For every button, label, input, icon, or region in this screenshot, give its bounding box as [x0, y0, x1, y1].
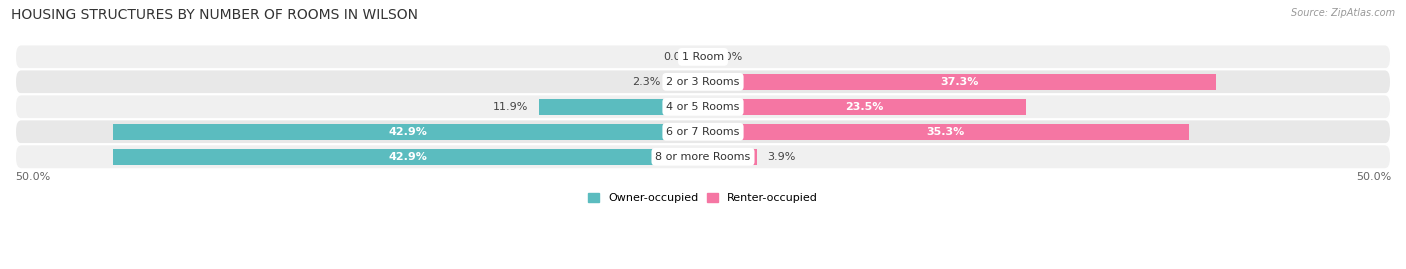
Text: 50.0%: 50.0%	[15, 172, 51, 182]
Bar	[703, 99, 1026, 115]
Text: Source: ZipAtlas.com: Source: ZipAtlas.com	[1291, 8, 1395, 18]
Text: 42.9%: 42.9%	[388, 152, 427, 162]
Bar	[703, 149, 756, 165]
Text: 1 Room: 1 Room	[682, 52, 724, 62]
Bar	[112, 124, 703, 140]
FancyBboxPatch shape	[15, 119, 1391, 144]
Bar	[112, 149, 703, 165]
FancyBboxPatch shape	[15, 94, 1391, 119]
Bar	[671, 74, 703, 90]
Text: 2 or 3 Rooms: 2 or 3 Rooms	[666, 77, 740, 87]
Text: 23.5%: 23.5%	[845, 102, 884, 112]
Legend: Owner-occupied, Renter-occupied: Owner-occupied, Renter-occupied	[583, 189, 823, 208]
FancyBboxPatch shape	[15, 44, 1391, 69]
Text: 6 or 7 Rooms: 6 or 7 Rooms	[666, 127, 740, 137]
Bar	[540, 99, 703, 115]
Text: 11.9%: 11.9%	[494, 102, 529, 112]
Bar	[703, 124, 1188, 140]
Text: HOUSING STRUCTURES BY NUMBER OF ROOMS IN WILSON: HOUSING STRUCTURES BY NUMBER OF ROOMS IN…	[11, 8, 418, 22]
Text: 4 or 5 Rooms: 4 or 5 Rooms	[666, 102, 740, 112]
Text: 42.9%: 42.9%	[388, 127, 427, 137]
Text: 50.0%: 50.0%	[1355, 172, 1391, 182]
FancyBboxPatch shape	[15, 69, 1391, 94]
Text: 37.3%: 37.3%	[941, 77, 979, 87]
Text: 2.3%: 2.3%	[631, 77, 661, 87]
Text: 8 or more Rooms: 8 or more Rooms	[655, 152, 751, 162]
Text: 0.0%: 0.0%	[664, 52, 692, 62]
FancyBboxPatch shape	[15, 144, 1391, 169]
Text: 35.3%: 35.3%	[927, 127, 965, 137]
Bar	[703, 74, 1216, 90]
Text: 3.9%: 3.9%	[768, 152, 796, 162]
Text: 0.0%: 0.0%	[714, 52, 742, 62]
